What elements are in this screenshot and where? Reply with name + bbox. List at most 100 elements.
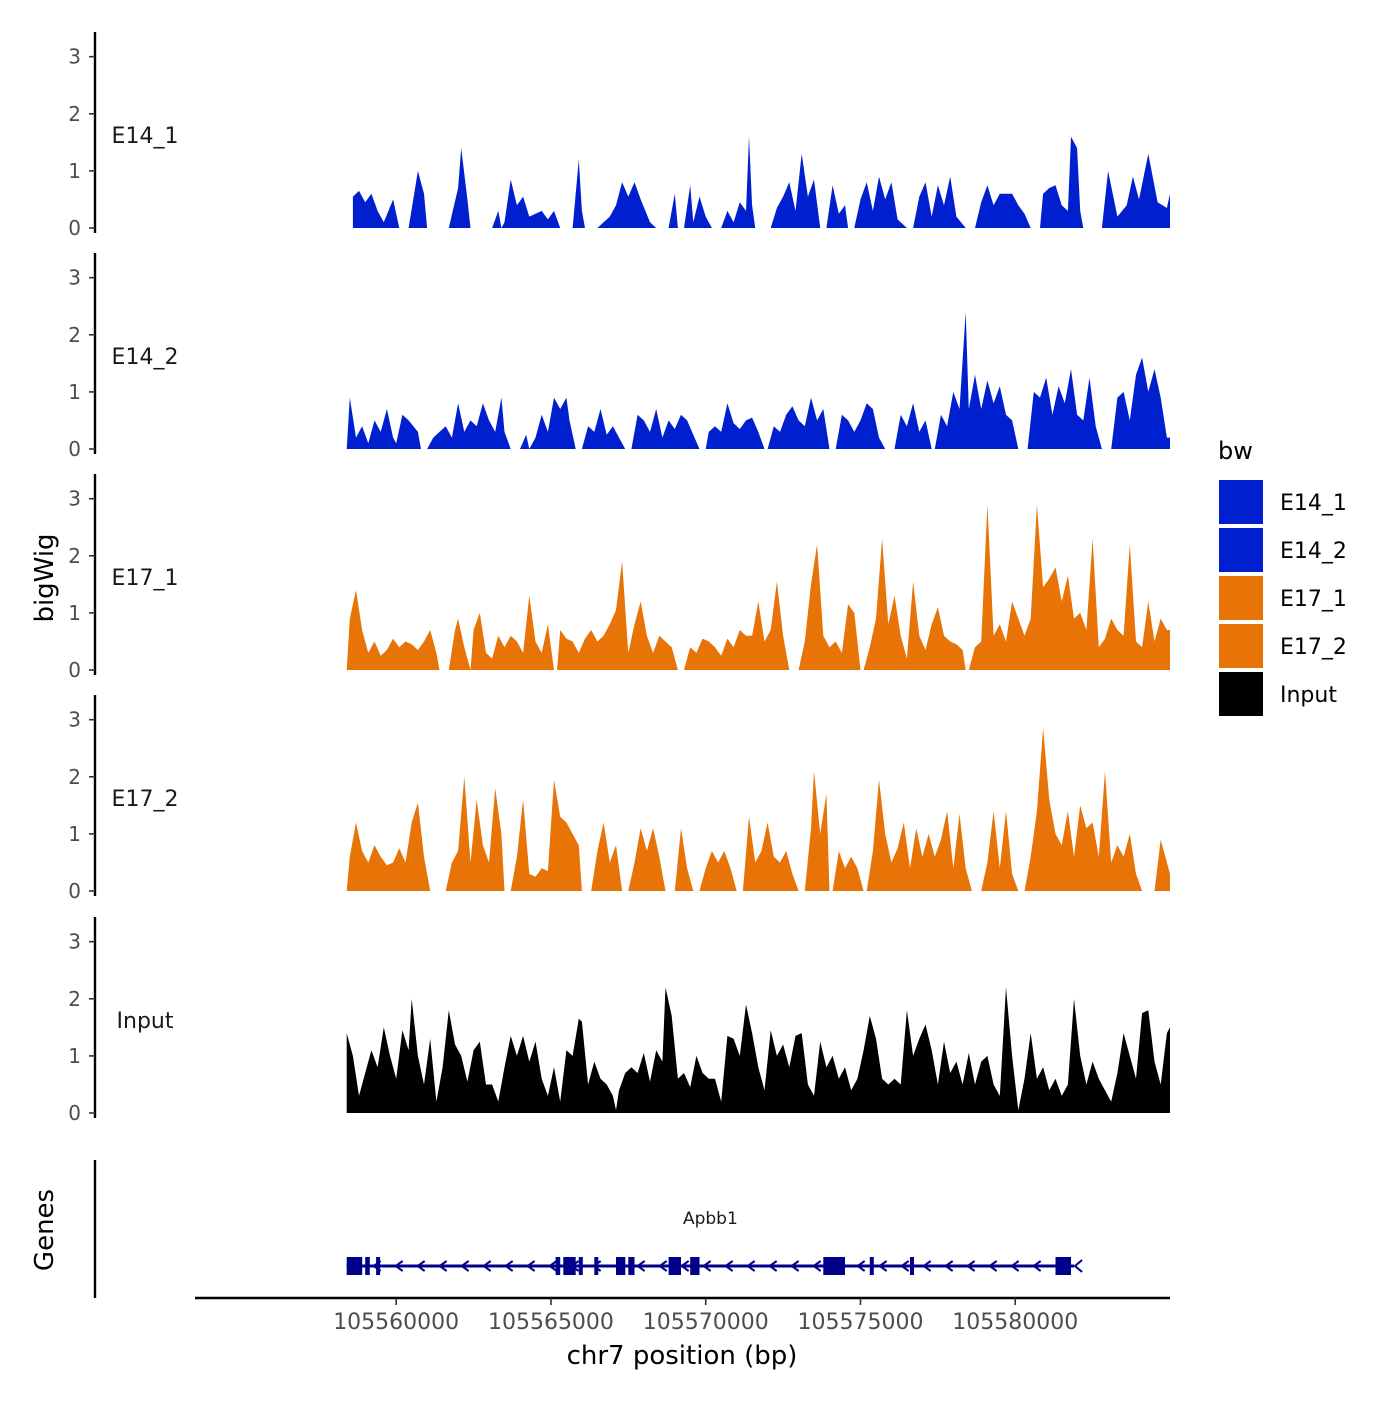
y-tick-label: 0 <box>68 437 81 461</box>
gene-exon <box>555 1257 561 1275</box>
x-tick-label: 105565000 <box>488 1310 614 1335</box>
y-tick-label: 3 <box>68 266 81 290</box>
track-label: Input <box>117 1009 174 1034</box>
y-tick-label: 3 <box>68 45 81 69</box>
y-tick-label: 0 <box>68 216 81 240</box>
strand-arrow <box>415 1260 426 1272</box>
strand-arrow <box>767 1260 778 1272</box>
strand-arrow <box>459 1260 470 1272</box>
legend-label: E14_1 <box>1280 491 1347 516</box>
legend-label: E14_2 <box>1280 539 1347 564</box>
strand-arrow <box>1073 1259 1083 1273</box>
strand-arrow <box>635 1260 646 1272</box>
legend-swatch <box>1219 576 1263 620</box>
strand-arrow <box>1009 1260 1020 1272</box>
strand-arrow <box>723 1260 734 1272</box>
gene-exon <box>628 1257 635 1275</box>
legend-swatch <box>1219 480 1263 524</box>
y-tick-label: 3 <box>68 708 81 732</box>
strand-arrow <box>987 1260 998 1272</box>
strand-arrow <box>437 1260 448 1272</box>
track-e14-1: 0 1 2 3 E14_1 <box>68 32 1170 240</box>
y-tick-label: 1 <box>68 822 81 846</box>
legend-item: Input <box>1219 672 1337 716</box>
strand-arrow <box>481 1260 492 1272</box>
legend-label: E17_2 <box>1280 635 1347 660</box>
x-axis: 105560000 105565000 105570000 105575000 1055… <box>195 1296 1170 1335</box>
track-e17-2: 0 1 2 3 E17_2 <box>68 695 1170 903</box>
y-tick-label: 1 <box>68 159 81 183</box>
signal-area <box>346 728 1170 891</box>
gene-exon <box>690 1257 700 1275</box>
legend-label: Input <box>1280 683 1337 708</box>
gene-exon <box>594 1257 599 1275</box>
track-label: E14_1 <box>112 124 179 149</box>
strand-arrow <box>789 1260 800 1272</box>
y-tick-label: 0 <box>68 879 81 903</box>
gene-exon <box>823 1257 845 1275</box>
track-input: 0 1 2 3 Input <box>68 917 1170 1125</box>
x-tick-label: 105580000 <box>952 1310 1078 1335</box>
gene-exon <box>668 1257 681 1275</box>
legend-item: E17_1 <box>1219 576 1347 620</box>
strand-arrow <box>811 1260 822 1272</box>
signal-area <box>346 312 1170 449</box>
gene-exon <box>578 1257 583 1275</box>
gene-track: Apbb1 <box>93 1160 1083 1298</box>
y-tick-label: 2 <box>68 323 81 347</box>
gene-exon <box>563 1257 576 1275</box>
y-tick-label: 2 <box>68 765 81 789</box>
legend-swatch <box>1219 672 1263 716</box>
strand-arrow <box>679 1260 690 1272</box>
gene-exon <box>910 1257 914 1275</box>
y-tick-label: 1 <box>68 380 81 404</box>
signal-area <box>352 136 1170 228</box>
y-tick-label: 3 <box>68 487 81 511</box>
genes-axis-title: Genes <box>30 1189 60 1271</box>
x-axis-title: chr7 position (bp) <box>567 1341 798 1371</box>
track-e14-2: 0 1 2 3 E14_2 <box>68 253 1170 461</box>
strand-arrow <box>525 1260 536 1272</box>
track-label: E17_1 <box>112 566 179 591</box>
strand-arrow <box>877 1260 888 1272</box>
signal-area <box>346 987 1170 1113</box>
legend-label: E17_1 <box>1280 587 1347 612</box>
strand-arrow <box>745 1260 756 1272</box>
legend-item: E17_2 <box>1219 624 1347 668</box>
track-label: E17_2 <box>112 787 179 812</box>
gene-exon <box>1055 1257 1071 1275</box>
strand-arrow <box>921 1260 932 1272</box>
strand-arrow <box>547 1260 558 1272</box>
strand-arrow <box>943 1260 954 1272</box>
strand-arrow <box>855 1260 866 1272</box>
legend: bw E14_1 E14_2 E17_1 E17_2 Input <box>1218 437 1347 716</box>
strand-arrow <box>657 1260 668 1272</box>
legend-swatch <box>1219 528 1263 572</box>
gene-exon <box>376 1257 381 1275</box>
gene-exon <box>616 1257 626 1275</box>
y-tick-label: 2 <box>68 102 81 126</box>
strand-arrow <box>701 1260 712 1272</box>
y-tick-label: 1 <box>68 601 81 625</box>
strand-arrow <box>393 1260 404 1272</box>
strand-arrow <box>591 1260 602 1272</box>
strand-arrow <box>965 1260 976 1272</box>
strand-arrow <box>1031 1260 1042 1272</box>
track-label: E14_2 <box>112 345 179 370</box>
legend-item: E14_2 <box>1219 528 1347 572</box>
legend-item: E14_1 <box>1219 480 1347 524</box>
y-tick-label: 0 <box>68 1101 81 1125</box>
y-axis-title: bigWig <box>30 533 60 622</box>
track-e17-1: 0 1 2 3 E17_1 <box>68 474 1170 682</box>
legend-title: bw <box>1218 437 1253 465</box>
gene-exon <box>346 1257 363 1275</box>
signal-tracks: 0 1 2 3 E14_1 0 1 2 3 E14_2 0 1 2 3 E17_1 0 1 2 3 E17_2 0 1 2 3… <box>68 32 1170 1125</box>
strand-arrow <box>503 1260 514 1272</box>
gene-exon <box>869 1257 874 1275</box>
signal-area <box>346 504 1170 670</box>
x-tick-label: 105560000 <box>333 1310 459 1335</box>
x-tick-label: 105570000 <box>643 1310 769 1335</box>
y-tick-label: 2 <box>68 544 81 568</box>
y-tick-label: 0 <box>68 658 81 682</box>
